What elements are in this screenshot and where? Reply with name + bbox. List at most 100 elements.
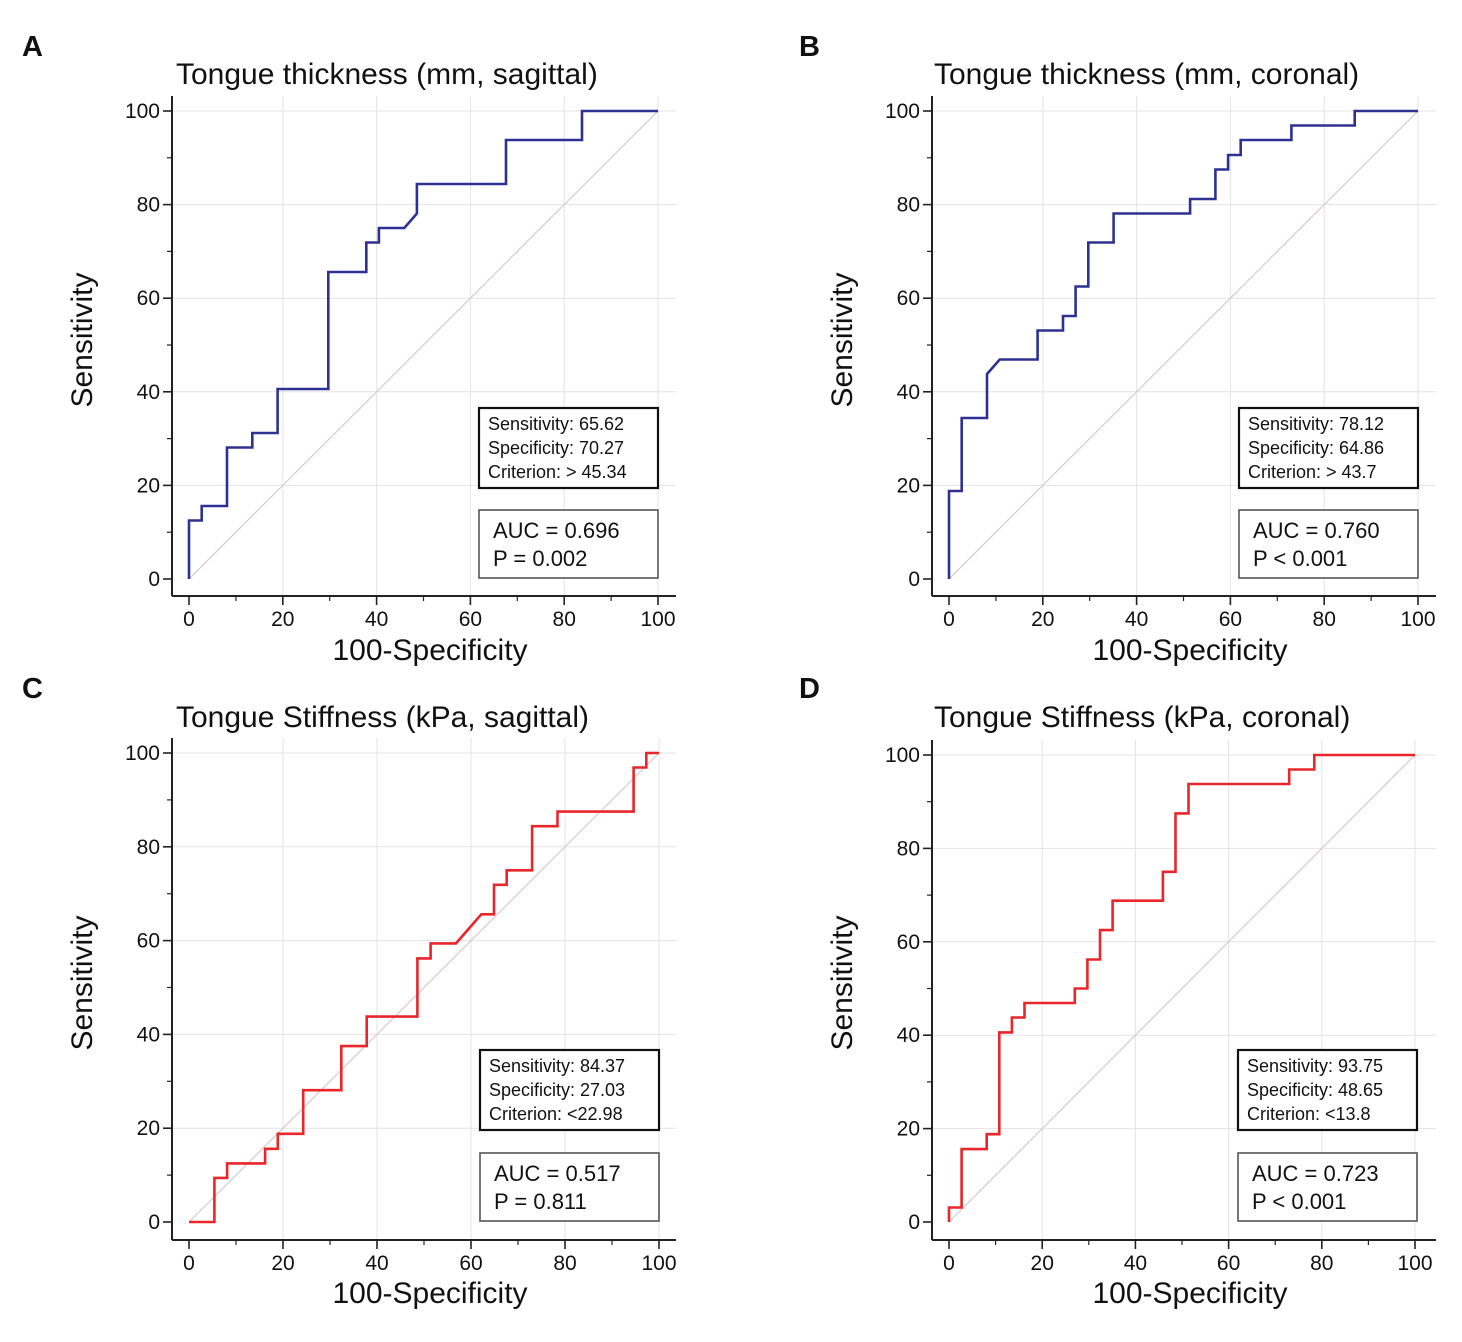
y-axis-title: Sensitivity (66, 915, 99, 1050)
y-tick-label: 20 (137, 1117, 160, 1140)
x-tick-label: 0 (943, 1252, 955, 1275)
roc-panel-c: C Tongue Stiffness (kPa, sagittal) 0 20 40 60… (22, 673, 677, 1310)
x-tick-label: 40 (1125, 608, 1148, 631)
stats-box (477, 406, 660, 490)
x-tick-label: 20 (1031, 608, 1054, 631)
y-tick-label: 80 (897, 837, 920, 860)
auc-line: AUC = 0.723 (1252, 1161, 1379, 1186)
auc-box (1238, 509, 1419, 579)
chart-title: Tongue Stiffness (kPa, coronal) (934, 701, 1350, 734)
auc-box (1237, 1152, 1418, 1222)
stats-line: Criterion: <13.8 (1247, 1104, 1371, 1124)
auc-line: P < 0.001 (1252, 1189, 1346, 1214)
y-axis-title: Sensitivity (826, 915, 859, 1050)
stats-line: Specificity: 27.03 (489, 1080, 625, 1100)
x-axis-title: 100-Specificity (1092, 1277, 1287, 1310)
auc-line: AUC = 0.517 (494, 1161, 621, 1186)
x-tick-label: 0 (183, 608, 195, 631)
stats-line: Sensitivity: 84.37 (489, 1056, 625, 1076)
roc-curve (189, 751, 659, 1224)
x-tick-label: 20 (1031, 1252, 1054, 1275)
reference-diagonal (948, 754, 1416, 1223)
y-tick-label: 60 (897, 287, 920, 310)
y-tick-label: 40 (137, 381, 160, 404)
x-tick-label: 100 (1400, 608, 1435, 631)
y-tick-label: 40 (897, 381, 920, 404)
roc-curve (947, 109, 1418, 579)
y-tick-label: 0 (148, 1211, 160, 1234)
x-axis-title: 100-Specificity (332, 634, 527, 667)
x-tick-label: 100 (641, 1252, 676, 1275)
x-tick-label: 40 (365, 1252, 388, 1275)
auc-box (478, 509, 659, 579)
x-tick-label: 40 (1124, 1252, 1147, 1275)
panel-label: C (22, 673, 43, 705)
y-tick-label: 0 (908, 568, 920, 591)
panel-label: D (799, 673, 820, 705)
x-tick-label: 40 (365, 608, 388, 631)
reference-diagonal (188, 752, 660, 1223)
y-tick-label: 100 (125, 100, 160, 123)
y-tick-label: 60 (137, 930, 160, 953)
roc-curve (187, 109, 658, 579)
x-tick-label: 80 (1313, 608, 1336, 631)
y-tick-label: 20 (897, 474, 920, 497)
x-tick-label: 0 (183, 1252, 195, 1275)
y-tick-label: 60 (137, 287, 160, 310)
y-tick-label: 40 (137, 1023, 160, 1046)
auc-line: P < 0.001 (1253, 546, 1347, 571)
x-tick-label: 60 (459, 1252, 482, 1275)
x-tick-label: 80 (553, 1252, 576, 1275)
stats-box (1236, 1048, 1419, 1132)
roc-panel-b: B Tongue thickness (mm, coronal) 0 20 40 60 80… (799, 31, 1436, 667)
stats-line: Sensitivity: 78.12 (1248, 414, 1384, 434)
x-tick-label: 80 (1310, 1252, 1333, 1275)
y-tick-label: 40 (897, 1024, 920, 1047)
panel-label: A (22, 31, 43, 63)
stats-line: Specificity: 70.27 (488, 438, 624, 458)
y-tick-label: 100 (125, 742, 160, 765)
chart-title: Tongue thickness (mm, sagittal) (176, 58, 598, 91)
stats-line: Specificity: 64.86 (1248, 438, 1384, 458)
y-tick-label: 80 (137, 194, 160, 217)
y-axis-title: Sensitivity (66, 272, 99, 407)
chart-title: Tongue thickness (mm, coronal) (934, 58, 1359, 91)
x-tick-label: 100 (1397, 1252, 1432, 1275)
stats-line: Specificity: 48.65 (1247, 1080, 1383, 1100)
stats-box (1237, 406, 1420, 490)
y-tick-label: 80 (137, 836, 160, 859)
y-tick-label: 100 (885, 100, 920, 123)
y-tick-label: 80 (897, 194, 920, 217)
stats-line: Sensitivity: 65.62 (488, 414, 624, 434)
x-axis-title: 100-Specificity (332, 1277, 527, 1310)
roc-panel-a: A Tongue thickness (mm, sagittal) 0 20 40 60 8… (22, 31, 676, 667)
stats-line: Criterion: > 45.34 (488, 462, 627, 482)
x-tick-label: 100 (640, 608, 675, 631)
x-tick-label: 20 (271, 608, 294, 631)
auc-line: P = 0.002 (493, 546, 587, 571)
y-tick-label: 60 (897, 931, 920, 954)
y-tick-label: 100 (885, 744, 920, 767)
stats-box (478, 1048, 661, 1132)
auc-box (479, 1152, 660, 1222)
x-tick-label: 0 (943, 608, 955, 631)
x-tick-label: 20 (271, 1252, 294, 1275)
roc-curve (947, 753, 1415, 1222)
y-tick-label: 20 (137, 474, 160, 497)
auc-line: AUC = 0.696 (493, 518, 620, 543)
x-axis-title: 100-Specificity (1092, 634, 1287, 667)
x-tick-label: 60 (459, 608, 482, 631)
stats-line: Criterion: > 43.7 (1248, 462, 1377, 482)
stats-line: Criterion: <22.98 (489, 1104, 623, 1124)
y-tick-label: 0 (908, 1211, 920, 1234)
panel-label: B (799, 31, 820, 63)
reference-diagonal (948, 110, 1419, 580)
stats-line: Sensitivity: 93.75 (1247, 1056, 1383, 1076)
auc-line: AUC = 0.760 (1253, 518, 1380, 543)
x-tick-label: 80 (553, 608, 576, 631)
auc-line: P = 0.811 (494, 1189, 587, 1214)
x-tick-label: 60 (1219, 608, 1242, 631)
y-axis-title: Sensitivity (826, 272, 859, 407)
